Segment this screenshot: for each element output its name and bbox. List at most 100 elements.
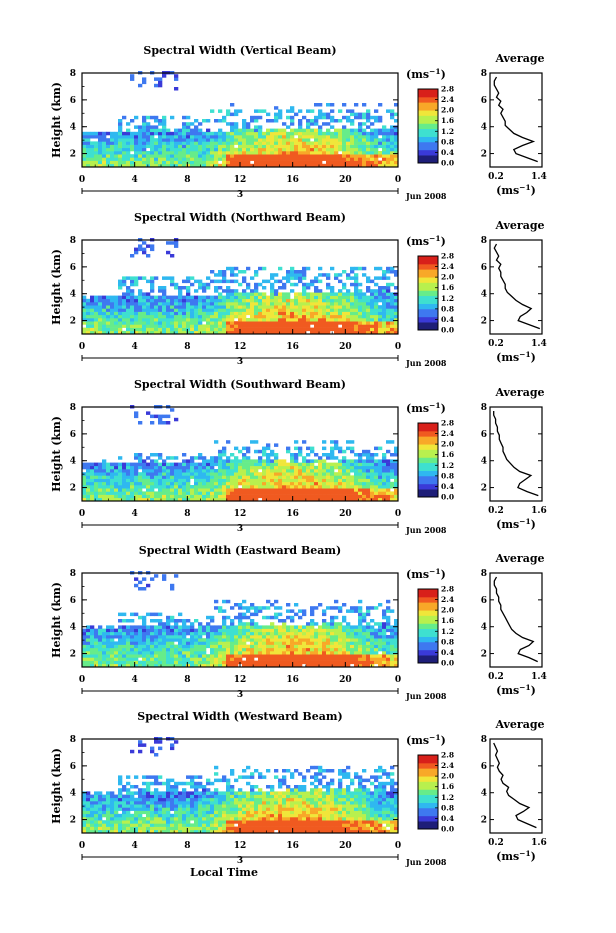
heatmap-cell	[366, 635, 370, 639]
heatmap-cell	[182, 157, 186, 161]
heatmap-cell	[190, 488, 194, 492]
heatmap-cell	[150, 312, 154, 316]
heatmap-cell	[298, 657, 302, 661]
heatmap-cell	[326, 283, 330, 287]
heatmap-cell	[318, 280, 322, 284]
heatmap-cell	[266, 651, 270, 655]
heatmap-cell	[242, 132, 246, 136]
heatmap-cell	[226, 616, 230, 620]
heatmap-cell	[366, 289, 370, 293]
heatmap-cell	[306, 151, 310, 155]
heatmap-cell	[174, 469, 178, 473]
heatmap-cell	[282, 328, 286, 332]
heatmap-cell	[110, 632, 114, 636]
heatmap-cell	[206, 318, 210, 322]
heatmap-cell	[154, 157, 158, 161]
heatmap-cell	[330, 151, 334, 155]
heatmap-cell	[330, 472, 334, 476]
heatmap-cell	[306, 299, 310, 303]
heatmap-cell	[182, 479, 186, 483]
heatmap-cell	[154, 161, 158, 165]
heatmap-cell	[142, 466, 146, 470]
heatmap-cell	[90, 648, 94, 652]
heatmap-cell	[130, 482, 134, 486]
heatmap-cell	[318, 651, 322, 655]
heatmap-cell	[134, 324, 138, 328]
heatmap-cell	[310, 141, 314, 145]
heatmap-cell	[130, 625, 134, 629]
heatmap-cell	[146, 157, 150, 161]
heatmap-cell	[342, 491, 346, 495]
heatmap-cell	[346, 482, 350, 486]
heatmap-cell	[242, 315, 246, 319]
heatmap-cell	[374, 132, 378, 136]
heatmap-cell	[130, 632, 134, 636]
date-label: Jun 2008	[405, 191, 447, 201]
heatmap-cell	[286, 273, 290, 277]
heatmap-cell	[358, 324, 362, 328]
heatmap-cell	[366, 450, 370, 454]
heatmap-cell	[170, 657, 174, 661]
heatmap-cell	[386, 485, 390, 489]
heatmap-cell	[382, 135, 386, 139]
heatmap-cell	[362, 450, 366, 454]
heatmap-cell	[354, 141, 358, 145]
heatmap-cell	[274, 466, 278, 470]
heatmap-cell	[234, 148, 238, 152]
heatmap-cell	[390, 116, 394, 120]
heatmap-cell	[358, 302, 362, 306]
heatmap-cell	[362, 491, 366, 495]
heatmap-cell	[270, 148, 274, 152]
heatmap-cell	[250, 651, 254, 655]
heatmap-cell	[234, 616, 238, 620]
heatmap-cell	[166, 241, 170, 245]
heatmap-cell	[178, 292, 182, 296]
heatmap-cell	[122, 283, 126, 287]
heatmap-cell	[310, 491, 314, 495]
heatmap-cell	[154, 574, 158, 578]
heatmap-cell	[126, 641, 130, 645]
heatmap-cell	[370, 321, 374, 325]
heatmap-cell	[182, 629, 186, 633]
heatmap-cell	[238, 629, 242, 633]
heatmap-cell	[114, 491, 118, 495]
heatmap-cell	[150, 305, 154, 309]
heatmap-cell	[278, 472, 282, 476]
heatmap-cell	[366, 645, 370, 649]
heatmap-cell	[294, 651, 298, 655]
heatmap-cell	[218, 485, 222, 489]
heatmap-cell	[374, 151, 378, 155]
y-tick-label: 8	[70, 69, 76, 79]
heatmap-cell	[182, 141, 186, 145]
heatmap-cell	[254, 606, 258, 610]
heatmap-cell	[126, 632, 130, 636]
heatmap-cell	[226, 145, 230, 149]
heatmap-cell	[302, 132, 306, 136]
heatmap-cell	[294, 453, 298, 457]
heatmap-cell	[86, 299, 90, 303]
heatmap-cell	[358, 651, 362, 655]
heatmap-cell	[102, 145, 106, 149]
colorbar-segment	[418, 447, 438, 450]
heatmap-cell	[270, 157, 274, 161]
heatmap-cell	[218, 479, 222, 483]
colorbar-segment	[418, 434, 438, 437]
heatmap-cell	[118, 463, 122, 467]
heatmap-cell	[190, 328, 194, 332]
heatmap-cell	[338, 119, 342, 123]
heatmap-cell	[110, 308, 114, 312]
heatmap-cell	[350, 488, 354, 492]
heatmap-cell	[206, 622, 210, 626]
heatmap-cell	[350, 447, 354, 451]
heatmap-cell	[258, 145, 262, 149]
heatmap-cell	[342, 141, 346, 145]
heatmap-cell	[86, 321, 90, 325]
average-y-tick-label: 2	[481, 150, 487, 160]
heatmap-cell	[230, 135, 234, 139]
heatmap-cell	[110, 648, 114, 652]
heatmap-cell	[282, 466, 286, 470]
heatmap-cell	[122, 135, 126, 139]
heatmap-cell	[222, 453, 226, 457]
heatmap-cell	[242, 148, 246, 152]
heatmap-cell	[370, 654, 374, 658]
